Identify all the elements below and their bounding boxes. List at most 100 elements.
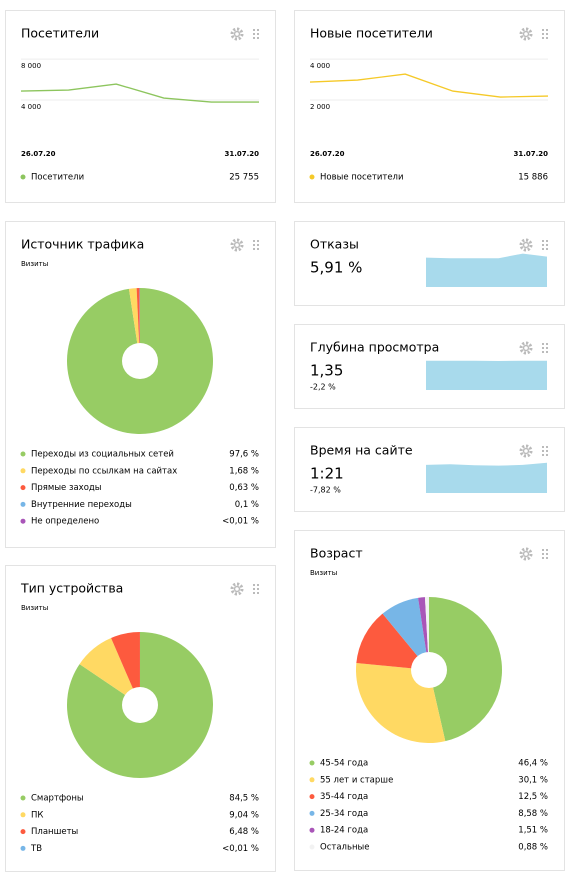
settings-icon[interactable] xyxy=(519,238,533,252)
drag-handle[interactable] xyxy=(546,557,548,559)
drag-handle[interactable] xyxy=(542,343,544,345)
settings-icon[interactable] xyxy=(230,238,244,252)
legend-total: 25 755 xyxy=(229,173,259,183)
drag-handle[interactable] xyxy=(546,33,548,35)
drag-handle[interactable] xyxy=(546,343,548,345)
legend-value: 30,1 % xyxy=(518,775,548,785)
pie-hole xyxy=(411,652,447,688)
pie-slice xyxy=(136,288,140,361)
widget-card xyxy=(5,10,276,203)
drag-handle[interactable] xyxy=(546,549,548,551)
legend-marker xyxy=(20,174,26,180)
drag-handle[interactable] xyxy=(257,29,259,31)
settings-icon[interactable] xyxy=(519,341,533,355)
drag-handle[interactable] xyxy=(542,244,544,246)
drag-handle[interactable] xyxy=(257,37,259,39)
settings-icon[interactable] xyxy=(519,547,533,561)
legend-label: 18-24 года xyxy=(320,826,368,836)
drag-handle[interactable] xyxy=(546,450,548,452)
metric-value: 5,91 % xyxy=(310,259,362,277)
settings-icon[interactable] xyxy=(519,444,533,458)
drag-handle[interactable] xyxy=(546,37,548,39)
drag-handle[interactable] xyxy=(546,347,548,349)
drag-handle[interactable] xyxy=(257,248,259,250)
legend-marker xyxy=(309,810,315,816)
widget-title: Тип устройства xyxy=(20,581,123,596)
drag-handle[interactable] xyxy=(546,454,548,456)
drag-handle[interactable] xyxy=(257,240,259,242)
drag-handle[interactable] xyxy=(546,240,548,242)
legend-marker xyxy=(309,777,315,783)
drag-handle[interactable] xyxy=(542,549,544,551)
drag-handle[interactable] xyxy=(257,588,259,590)
drag-handle[interactable] xyxy=(542,450,544,452)
y-tick-label: 2 000 xyxy=(310,103,330,111)
settings-icon[interactable] xyxy=(519,27,533,41)
drag-handle[interactable] xyxy=(257,592,259,594)
legend-value: 6,48 % xyxy=(229,827,259,837)
drag-handle[interactable] xyxy=(542,557,544,559)
legend-value: 1,68 % xyxy=(229,466,259,476)
legend-label: Переходы из социальных сетей xyxy=(31,450,174,460)
drag-handle[interactable] xyxy=(542,553,544,555)
drag-handle[interactable] xyxy=(253,584,255,586)
drag-handle[interactable] xyxy=(542,351,544,353)
legend-marker xyxy=(20,812,26,818)
line-series xyxy=(309,73,549,98)
legend-marker xyxy=(309,844,315,850)
drag-handle[interactable] xyxy=(253,244,255,246)
drag-handle[interactable] xyxy=(542,33,544,35)
drag-handle[interactable] xyxy=(542,347,544,349)
drag-handle[interactable] xyxy=(253,588,255,590)
drag-handle[interactable] xyxy=(542,248,544,250)
drag-handle[interactable] xyxy=(253,248,255,250)
legend-marker xyxy=(309,827,315,833)
widget-title: Источник трафика xyxy=(21,237,144,252)
legend-value: <0,01 % xyxy=(222,844,259,854)
settings-icon-core xyxy=(522,241,530,249)
drag-handle[interactable] xyxy=(253,33,255,35)
metric-value: 1:21 xyxy=(310,465,344,483)
drag-handle[interactable] xyxy=(253,37,255,39)
legend-label: Остальные xyxy=(320,843,369,853)
pie-slice xyxy=(79,637,140,705)
drag-handle[interactable] xyxy=(253,240,255,242)
widget-title: Возраст xyxy=(310,546,363,561)
drag-handle[interactable] xyxy=(546,446,548,448)
settings-icon[interactable] xyxy=(230,582,244,596)
legend-label: Переходы по ссылкам на сайтах xyxy=(31,466,177,476)
drag-handle[interactable] xyxy=(546,248,548,250)
legend-value: 1,51 % xyxy=(518,826,548,836)
drag-handle[interactable] xyxy=(546,244,548,246)
drag-handle[interactable] xyxy=(542,454,544,456)
drag-handle[interactable] xyxy=(253,29,255,31)
drag-handle[interactable] xyxy=(253,592,255,594)
settings-icon[interactable] xyxy=(230,27,244,41)
settings-icon-core xyxy=(233,585,241,593)
drag-handle[interactable] xyxy=(257,584,259,586)
drag-handle[interactable] xyxy=(542,37,544,39)
legend-label: 35-44 года xyxy=(320,792,368,802)
drag-handle[interactable] xyxy=(542,29,544,31)
legend-marker xyxy=(20,829,26,835)
pie-hole xyxy=(122,687,158,723)
settings-icon-core xyxy=(522,344,530,352)
x-tick-label: 31.07.20 xyxy=(513,150,548,158)
drag-handle[interactable] xyxy=(542,240,544,242)
legend-value: 9,04 % xyxy=(229,810,259,820)
drag-handle[interactable] xyxy=(257,244,259,246)
drag-handle[interactable] xyxy=(546,351,548,353)
legend-value: 8,58 % xyxy=(518,809,548,819)
widget-title: Посетители xyxy=(21,26,99,41)
legend-label: ТВ xyxy=(30,844,42,854)
drag-handle[interactable] xyxy=(542,446,544,448)
widget-subtitle: Визиты xyxy=(310,569,337,577)
legend-value: 97,6 % xyxy=(229,450,259,460)
legend-marker xyxy=(20,485,26,491)
legend-label: 55 лет и старше xyxy=(320,775,393,785)
drag-handle[interactable] xyxy=(257,33,259,35)
drag-handle[interactable] xyxy=(546,29,548,31)
legend-label: Внутренние переходы xyxy=(31,500,132,510)
drag-handle[interactable] xyxy=(546,553,548,555)
